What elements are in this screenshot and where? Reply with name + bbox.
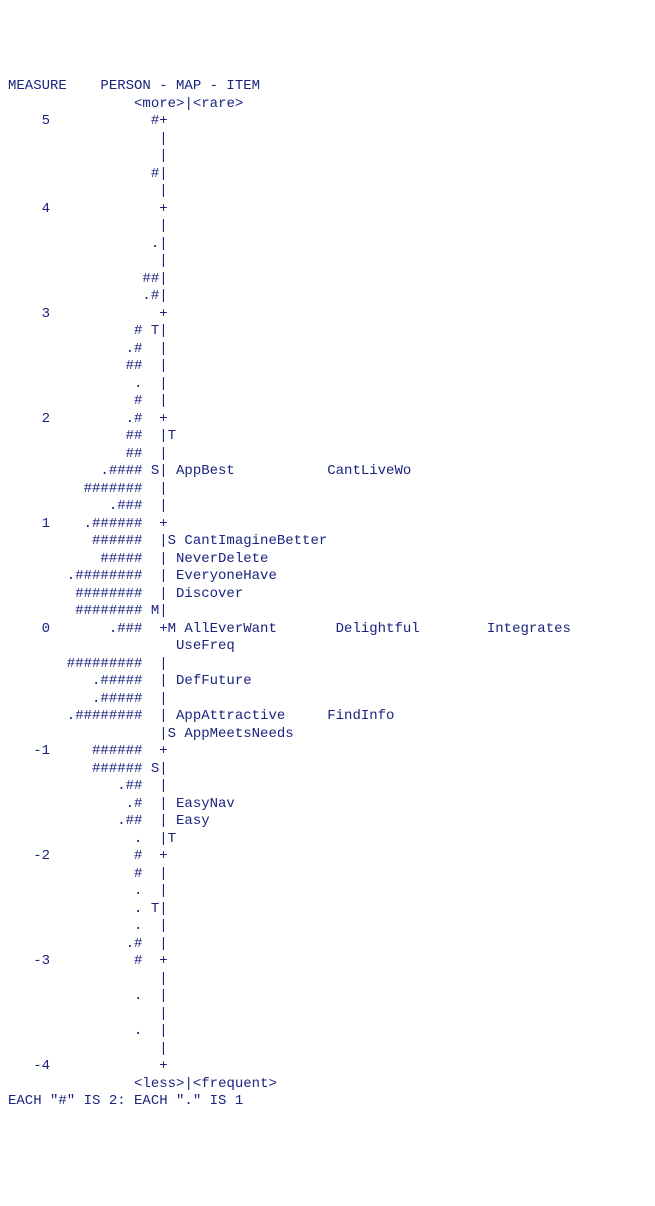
wright-map: MEASURE PERSON - MAP - ITEM <more>|<rare… (8, 78, 647, 1111)
axis-bottom: | (184, 1076, 192, 1092)
map-body: 5 #+ | | #| | 4 + | .| | ##| (8, 113, 571, 1074)
footer-less-label: <less> (134, 1076, 184, 1092)
footer-frequent-label: <frequent> (193, 1076, 277, 1092)
map-footer-labels (8, 1076, 134, 1092)
subheader-more-label: <more> (134, 96, 184, 112)
map-legend: EACH "#" IS 2: EACH "." IS 1 (8, 1093, 243, 1109)
axis-top: | (184, 96, 192, 112)
subheader-rare-label: <rare> (193, 96, 243, 112)
map-subheader (8, 96, 134, 112)
map-header-title: MEASURE PERSON - MAP - ITEM (8, 78, 260, 94)
